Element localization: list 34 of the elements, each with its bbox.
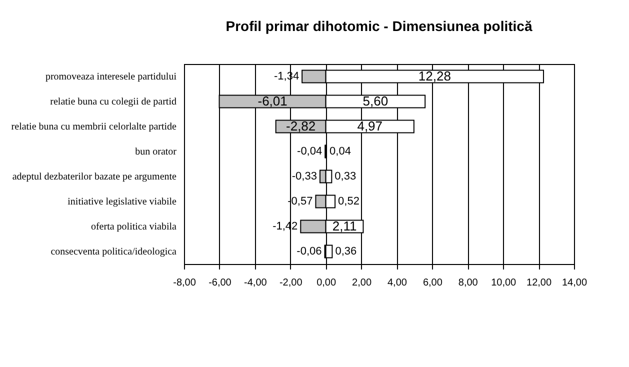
y-tick-label: adeptul dezbaterilor bazate pe argumente xyxy=(12,172,178,182)
chart-title: Profil primar dihotomic - Dimensiunea politică xyxy=(226,18,532,34)
x-tick-label: -2,00 xyxy=(279,278,303,288)
x-tick-label: 10,00 xyxy=(491,278,517,288)
y-tick-label: oferta politica viabila xyxy=(90,222,178,232)
y-tick-label: relatie buna cu membrii celorlalte partide xyxy=(11,122,178,132)
data-label: 5,60 xyxy=(362,94,388,108)
y-tick-label: relatie buna cu colegii de partid xyxy=(50,96,176,108)
y-tick-label: promoveaza interesele partidului xyxy=(45,72,177,82)
x-tick-label: 4,00 xyxy=(387,278,408,288)
x-tick-label: 2,00 xyxy=(352,278,372,288)
y-tick-label: initiative legislative viabile xyxy=(68,196,178,208)
x-tick-label: -6,00 xyxy=(208,278,232,288)
data-label: 0,36 xyxy=(335,246,357,258)
data-label: -2,82 xyxy=(286,118,316,134)
data-label: 0,52 xyxy=(338,196,360,208)
data-label: 0,33 xyxy=(334,170,356,182)
data-label: -6,01 xyxy=(258,94,288,108)
x-tick-label: 6,00 xyxy=(422,278,443,288)
x-tick-label: -8,00 xyxy=(173,278,196,288)
x-tick-label: 8,00 xyxy=(458,278,478,288)
y-tick-label: bun orator xyxy=(135,146,178,158)
x-tick-label: 0,00 xyxy=(316,278,336,288)
y-tick-label: consecventa politica/ideologica xyxy=(50,246,178,258)
data-label: 12,28 xyxy=(418,68,451,84)
x-tick-label: -4,00 xyxy=(244,278,268,288)
x-tick-label: 12,00 xyxy=(526,278,552,288)
data-label: 0,04 xyxy=(330,146,351,158)
data-label: -0,33 xyxy=(292,170,317,182)
data-label: -0,06 xyxy=(296,246,322,258)
data-label: 2,11 xyxy=(332,218,357,234)
x-tick-label: 14,00 xyxy=(562,278,588,288)
data-label: -0,04 xyxy=(297,146,322,158)
data-label: 4,97 xyxy=(357,118,383,134)
